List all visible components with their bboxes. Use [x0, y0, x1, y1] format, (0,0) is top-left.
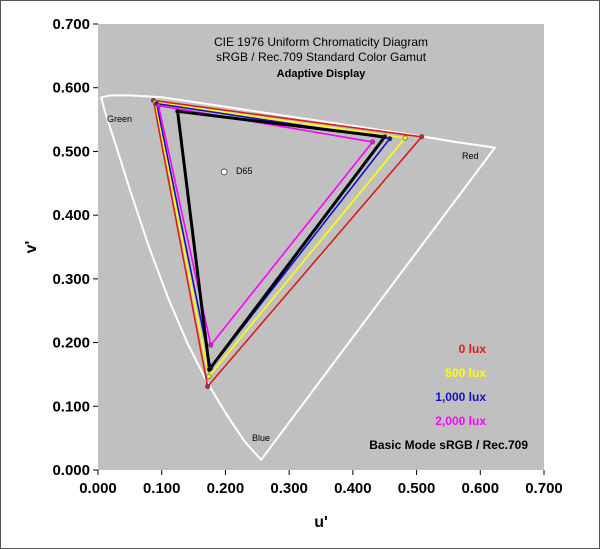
primary-point: [387, 136, 393, 142]
red-label: Red: [462, 151, 479, 161]
primary-point: [156, 103, 162, 109]
legend: 0 lux 500 lux 1,000 lux 2,000 lux Basic Mode…: [369, 342, 528, 452]
y-tick-label: 0.200: [52, 335, 90, 352]
white-point-label: D65: [236, 166, 253, 176]
y-tick-label: 0.100: [52, 398, 90, 415]
annotation-labels: CIE 1976 Uniform Chromaticity Diagram sR…: [23, 35, 479, 531]
legend-entry: Basic Mode sRGB / Rec.709: [369, 438, 528, 452]
primary-point: [382, 134, 388, 140]
legend-entry: 1,000 lux: [435, 390, 486, 404]
primary-point: [206, 373, 212, 379]
primary-point: [205, 384, 211, 390]
y-tick-label: 0.600: [52, 80, 90, 97]
chart-title: CIE 1976 Uniform Chromaticity Diagram: [214, 35, 428, 49]
legend-entry: 0 lux: [459, 342, 487, 356]
y-tick-label: 0.700: [52, 16, 90, 33]
x-tick-label: 0.300: [270, 480, 308, 497]
x-axis-title: u': [314, 514, 328, 531]
y-axis-title: v': [23, 241, 40, 254]
legend-entry: 500 lux: [445, 366, 486, 380]
gamut-triangle-0: [152, 99, 424, 389]
x-tick-label: 0.100: [143, 480, 181, 497]
x-tick-label: 0.500: [398, 480, 436, 497]
primary-point: [207, 366, 213, 372]
white-point-marker: [220, 168, 228, 176]
y-tick-label: 0.500: [52, 143, 90, 160]
x-tick-label: 0.400: [334, 480, 372, 497]
x-tick-label: 0.700: [525, 480, 563, 497]
chart-subtitle: sRGB / Rec.709 Standard Color Gamut: [216, 50, 427, 64]
x-tick-label: 0.600: [462, 480, 500, 497]
chart-subtitle-adaptive: Adaptive Display: [277, 68, 367, 80]
spectral-locus: [100, 94, 496, 461]
y-tick-label: 0.400: [52, 207, 90, 224]
y-tick-label: 0.000: [52, 462, 90, 479]
legend-entry: 2,000 lux: [435, 414, 486, 428]
axis-ticks: 0.000 0.100 0.200 0.300 0.400 0.500 0.600 0.700…: [52, 16, 562, 497]
x-tick-label: 0.200: [207, 480, 245, 497]
series-group: [150, 97, 425, 390]
gamut-triangle-4: [175, 109, 388, 374]
gamut-triangle-2: [155, 102, 392, 370]
green-label: Green: [107, 114, 132, 124]
primary-point: [370, 139, 376, 145]
primary-point: [208, 342, 214, 348]
primary-point: [419, 134, 425, 140]
primary-point: [175, 108, 181, 114]
spectral-locus-curve: [100, 94, 496, 461]
gamut-triangle-3: [157, 104, 375, 347]
x-tick-label: 0.000: [79, 480, 117, 497]
y-tick-label: 0.300: [52, 271, 90, 288]
gamut-triangle-1: [154, 101, 407, 379]
blue-label: Blue: [252, 433, 270, 443]
primary-point: [402, 135, 408, 141]
